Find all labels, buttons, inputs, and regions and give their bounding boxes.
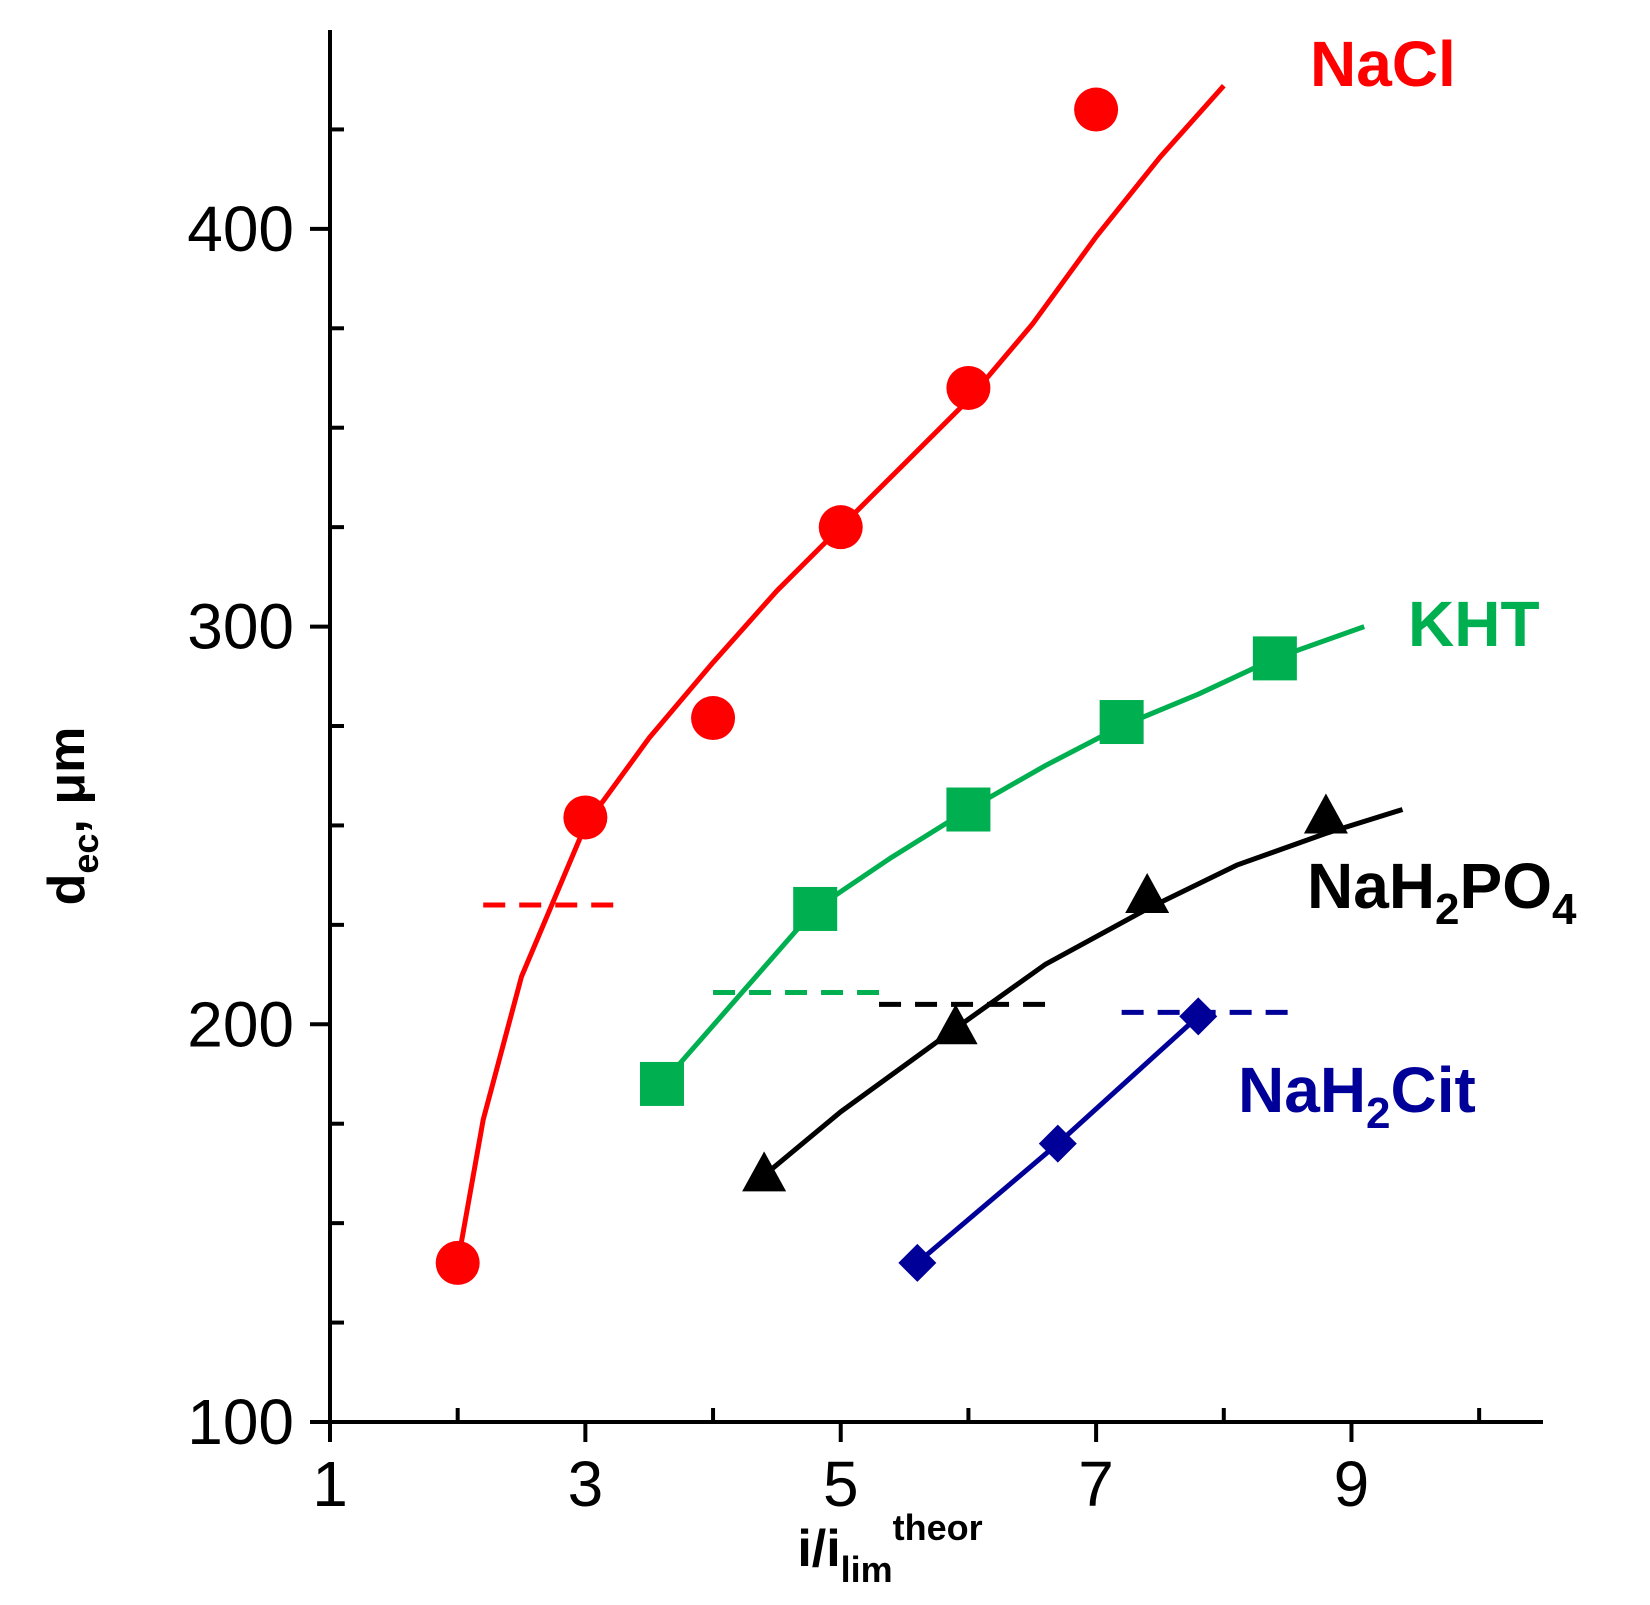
- nacl-point: [818, 505, 863, 550]
- kht-point: [946, 787, 991, 832]
- x-tick-label: 7: [1078, 1448, 1114, 1520]
- nacl-point: [435, 1240, 480, 1285]
- series-label-base: KHT: [1408, 588, 1540, 660]
- axes: [328, 30, 1543, 1424]
- y-axis-title-sub: ec: [65, 834, 106, 874]
- y-tick-label: 400: [187, 193, 294, 265]
- nah2po4-point: [933, 1004, 978, 1045]
- nah2cit-label: NaH2Cit: [1238, 1054, 1476, 1138]
- series-label-sub: 2: [1435, 885, 1459, 934]
- kht-point: [1099, 700, 1144, 745]
- y-axis-title-base: d: [38, 874, 96, 906]
- x-axis-title: i/ilimtheor: [797, 1507, 982, 1590]
- y-axis-title-rest: , μm: [38, 727, 96, 834]
- x-tick-label: 3: [568, 1448, 604, 1520]
- tick-labels: 100 200 300 400 1 3 5 7 9: [187, 193, 1369, 1520]
- kht-point: [1252, 636, 1297, 681]
- x-tick-label: 9: [1334, 1448, 1370, 1520]
- series-label-sub: 2: [1366, 1089, 1390, 1138]
- kht-label: KHT: [1408, 588, 1540, 660]
- series-label-sub2: 4: [1552, 885, 1577, 934]
- kht-point: [793, 886, 838, 931]
- series-label-base: NaH: [1238, 1054, 1366, 1126]
- nah2po4-label: NaH2PO4: [1307, 850, 1577, 934]
- nah2po4-point: [1303, 793, 1348, 834]
- nah2cit-point: [1179, 997, 1218, 1036]
- nacl-fit-line: [455, 84, 1226, 1264]
- y-tick-label: 200: [187, 988, 294, 1060]
- fit-lines: [455, 84, 1404, 1265]
- threshold-dashes: [483, 902, 1301, 1015]
- y-tick-label: 100: [187, 1386, 294, 1458]
- nah2cit-point: [1038, 1124, 1077, 1163]
- nacl-point: [691, 696, 736, 741]
- y-tick-label: 300: [187, 591, 294, 663]
- x-axis-title-base: i/i: [797, 1520, 840, 1578]
- y-axis-title: dec, μm: [38, 727, 106, 906]
- nacl-point: [946, 365, 991, 410]
- x-axis-title-sub: lim: [841, 1549, 893, 1590]
- nacl-point: [563, 795, 608, 840]
- nah2cit-point: [898, 1243, 937, 1282]
- nah2po4-point: [1125, 873, 1170, 914]
- series-label-base: NaCl: [1310, 28, 1456, 100]
- x-tick-label: 1: [312, 1448, 348, 1520]
- kht-point: [639, 1061, 684, 1106]
- nacl-label: NaCl: [1310, 28, 1456, 100]
- nah2po4-fit-line: [762, 807, 1404, 1178]
- nacl-point: [1074, 87, 1119, 132]
- data-markers: [435, 87, 1348, 1285]
- nah2po4-point: [742, 1151, 787, 1192]
- series-label-base: NaH: [1307, 850, 1435, 922]
- x-axis-title-sup: theor: [893, 1507, 983, 1548]
- x-tick-label: 5: [823, 1448, 859, 1520]
- kht-fit-line: [660, 624, 1366, 1086]
- series-label-tail: Cit: [1391, 1054, 1476, 1126]
- ticks: [310, 127, 1482, 1442]
- series-label-tail: PO: [1460, 850, 1552, 922]
